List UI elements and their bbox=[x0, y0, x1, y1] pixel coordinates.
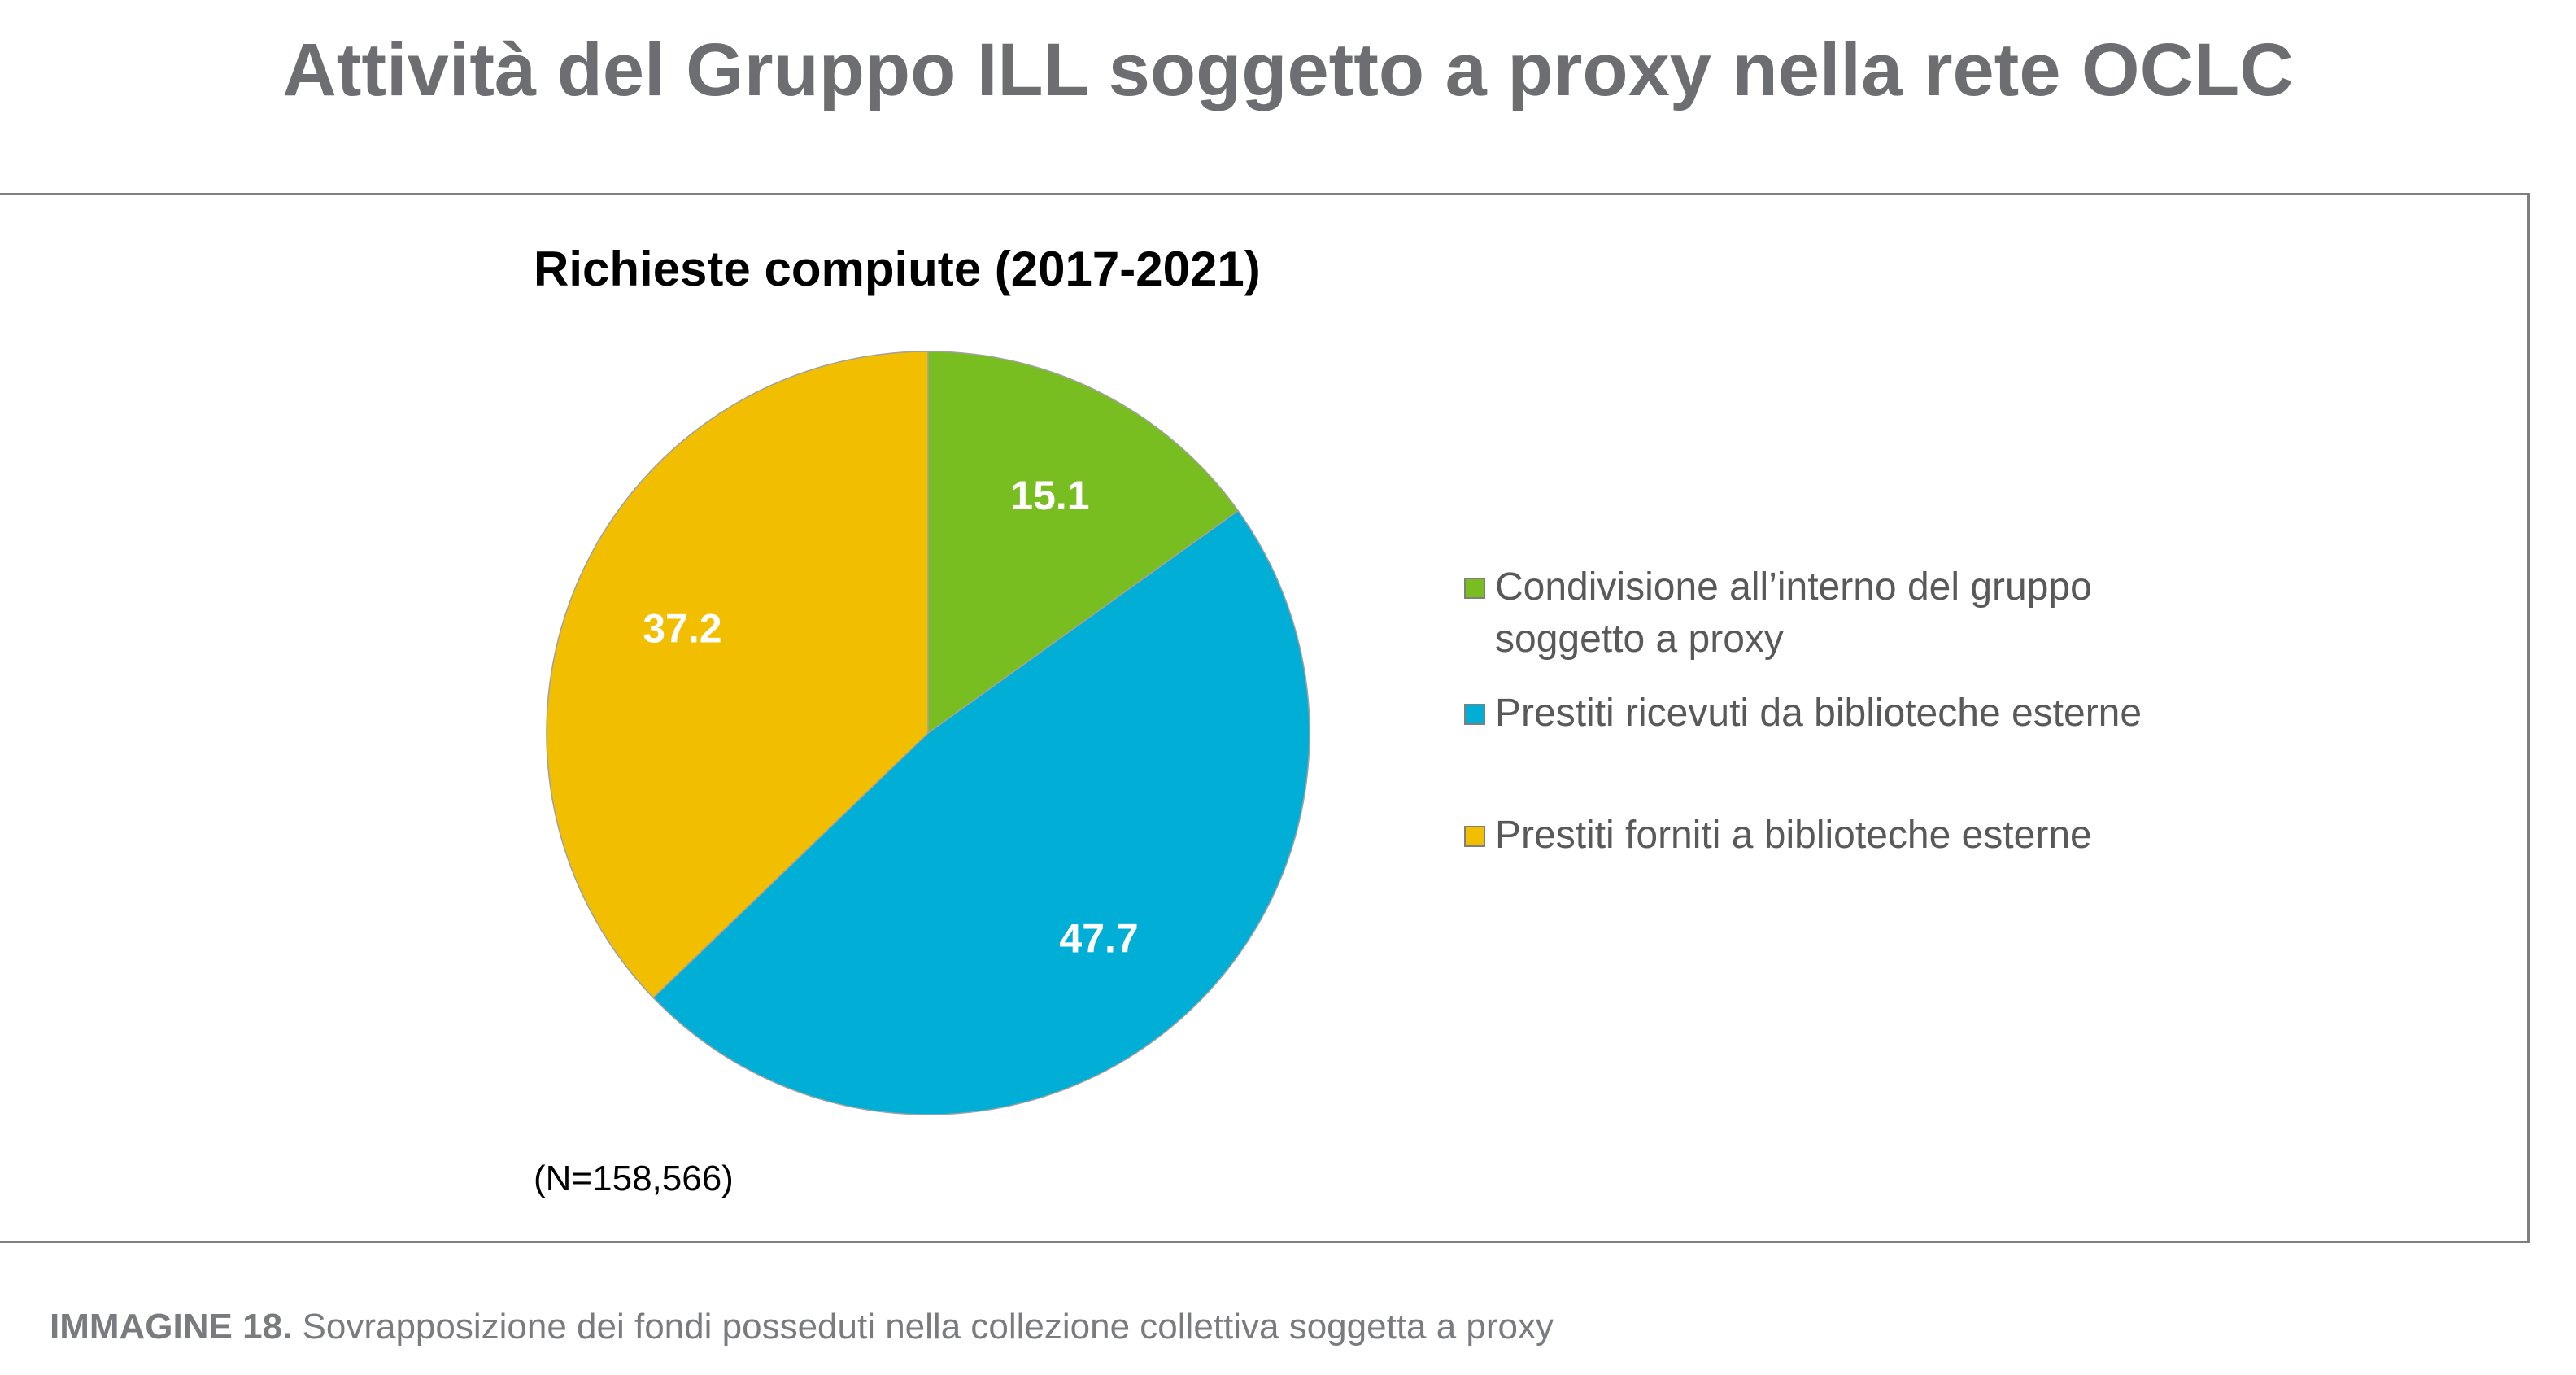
legend-swatch-green bbox=[1464, 578, 1485, 599]
caption-label: IMMAGINE 18. bbox=[50, 1307, 293, 1347]
chart-title: Richieste compiute (2017-2021) bbox=[534, 242, 1261, 296]
data-label-2: 47.7 bbox=[1059, 915, 1138, 961]
legend-swatch-blue bbox=[1464, 704, 1485, 725]
legend-label: Prestiti forniti a biblioteche esterne bbox=[1495, 814, 2092, 857]
legend-swatch-yellow bbox=[1464, 826, 1485, 847]
caption-text: Sovrapposizione dei fondi posseduti nell… bbox=[292, 1307, 1554, 1347]
chart-frame bbox=[0, 193, 2530, 1243]
pie-slice-1 bbox=[927, 351, 1240, 735]
pie-slice-3 bbox=[546, 351, 929, 999]
data-label-1: 15.1 bbox=[1010, 473, 1089, 518]
pie-slice-2 bbox=[652, 509, 1310, 1115]
data-label-3: 37.2 bbox=[643, 606, 721, 652]
legend-label: Prestiti ricevuti da biblioteche esterne bbox=[1495, 692, 2142, 735]
sample-size-note: (N=158,566) bbox=[534, 1159, 734, 1198]
legend-label: Condivisione all’interno del gruppo bbox=[1495, 565, 2092, 609]
legend-label-line2: soggetto a proxy bbox=[1495, 618, 1784, 661]
figure-caption: IMMAGINE 18. Sovrapposizione dei fondi p… bbox=[50, 1307, 1554, 1347]
page-title: Attività del Gruppo ILL soggetto a proxy… bbox=[282, 28, 2294, 111]
